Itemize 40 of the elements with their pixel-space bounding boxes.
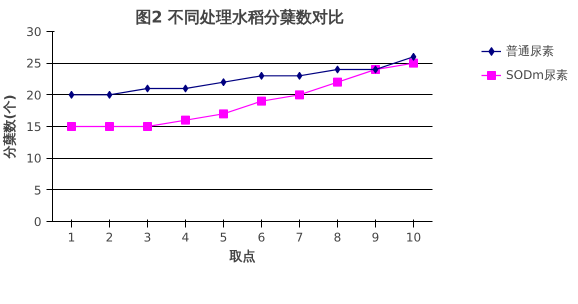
y-tick-label: 20: [26, 88, 42, 102]
chart-title: 图2 不同处理水稻分蘖数对比: [135, 8, 344, 26]
x-axis-title: 取点: [228, 248, 256, 264]
y-axis-title: 分蘖数(个): [2, 94, 18, 160]
point: [219, 109, 228, 118]
point: [106, 90, 112, 99]
point: [257, 96, 266, 106]
y-tick-label: 0: [34, 215, 42, 229]
legend-label: SODm尿素: [506, 66, 568, 84]
legend-label: 普通尿素: [506, 42, 554, 60]
x-tick-label: 3: [144, 230, 152, 244]
point: [258, 72, 264, 80]
x-tick-label: 1: [68, 230, 76, 244]
point: [67, 122, 76, 131]
x-tick-label: 7: [296, 230, 304, 244]
x-tick-label: 6: [258, 230, 266, 244]
point: [296, 72, 302, 80]
point: [334, 66, 340, 74]
point: [143, 122, 152, 131]
point: [68, 90, 74, 99]
point: [105, 122, 114, 131]
y-tick-label: 30: [26, 25, 42, 39]
point: [220, 78, 226, 86]
y-tick-label: 10: [26, 152, 42, 166]
x-tick-label: 4: [182, 230, 190, 244]
point: [295, 90, 304, 100]
point: [182, 84, 188, 92]
point: [409, 58, 418, 68]
point: [410, 52, 416, 61]
point: [181, 116, 190, 125]
x-tick-label: 8: [334, 230, 342, 244]
x-tick-label: 2: [106, 230, 114, 244]
point: [144, 84, 150, 92]
x-tick-label: 5: [220, 230, 228, 244]
x-tick-label: 9: [372, 230, 380, 244]
point: [333, 78, 342, 87]
y-tick-label: 25: [26, 56, 42, 71]
x-tick-label: 10: [406, 230, 422, 244]
y-tick-label: 15: [26, 120, 42, 134]
y-tick-label: 5: [34, 183, 42, 198]
